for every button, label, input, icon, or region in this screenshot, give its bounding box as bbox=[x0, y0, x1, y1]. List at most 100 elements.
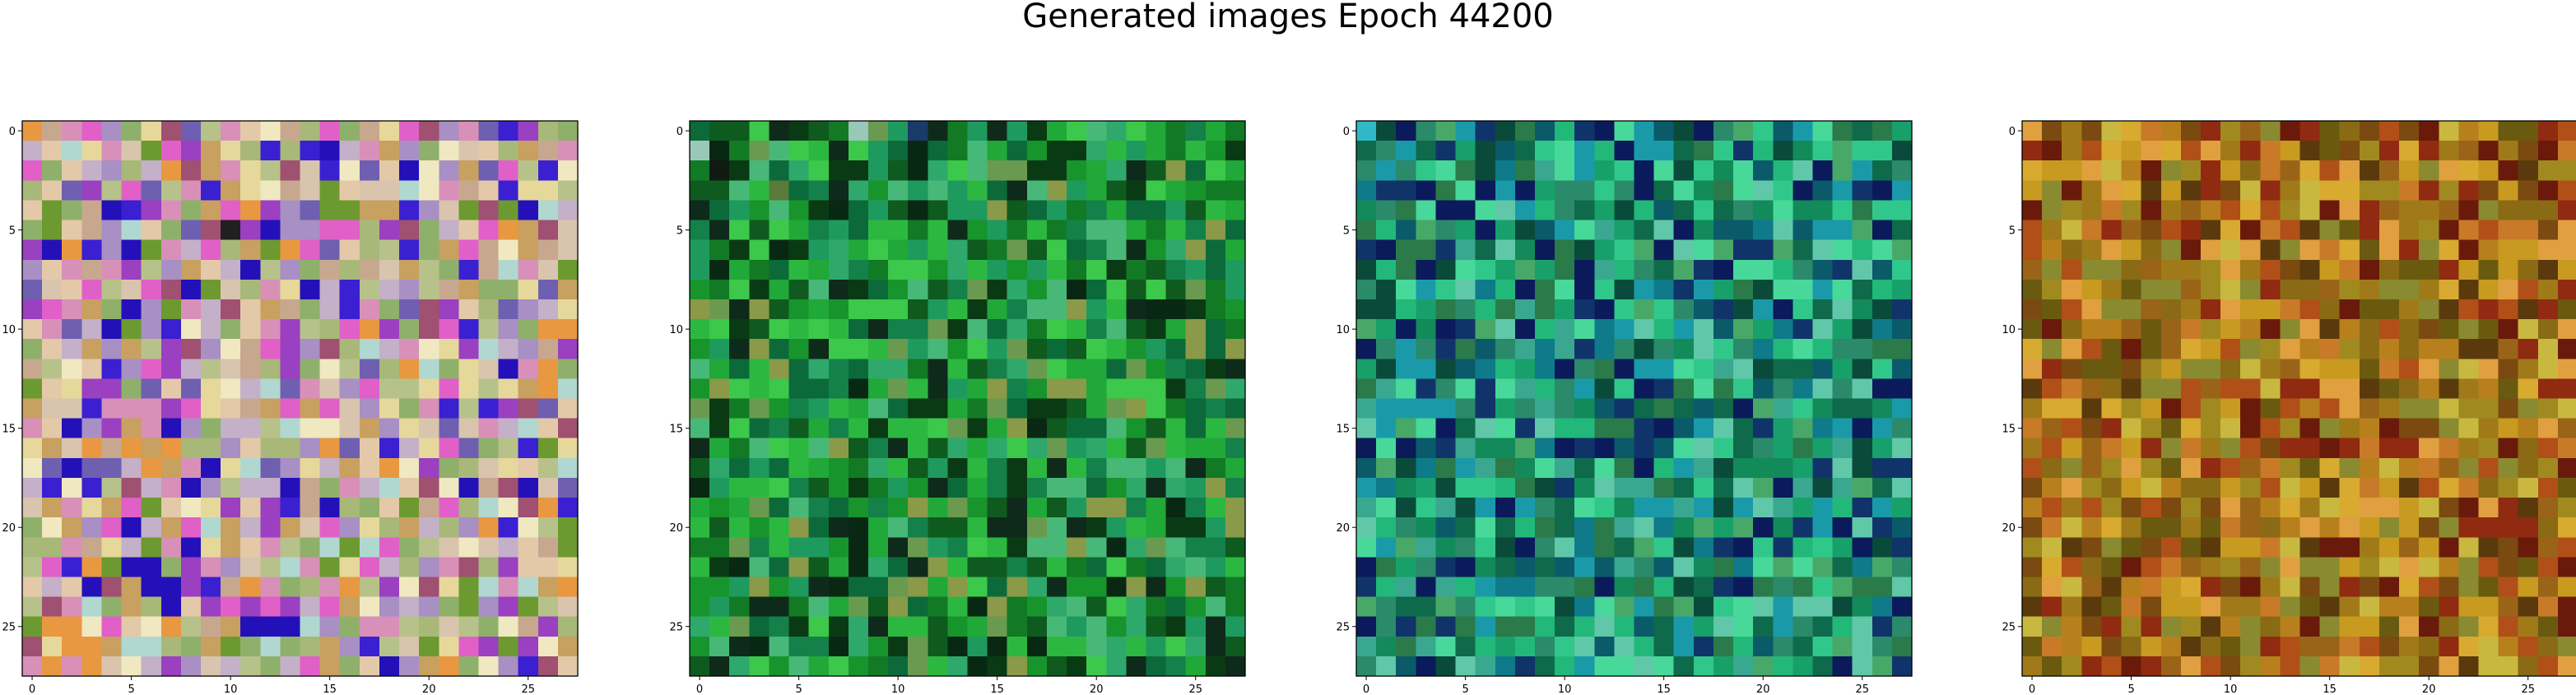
pixel-cell bbox=[240, 656, 261, 677]
pixel-cell bbox=[2260, 398, 2281, 419]
pixel-cell bbox=[908, 438, 928, 459]
pixel-cell bbox=[2458, 141, 2480, 161]
pixel-cell bbox=[478, 220, 500, 241]
pixel-cell bbox=[1185, 359, 1207, 379]
pixel-cell bbox=[160, 200, 182, 221]
pixel-cell bbox=[1673, 398, 1695, 419]
pixel-cell bbox=[2180, 656, 2202, 677]
pixel-cell bbox=[1753, 477, 1774, 498]
pixel-cell bbox=[1225, 378, 1246, 400]
pixel-cell bbox=[557, 378, 579, 400]
pixel-cell bbox=[1007, 537, 1028, 558]
pixel-cell bbox=[1455, 457, 1476, 479]
pixel-cell bbox=[240, 200, 261, 221]
pixel-cell bbox=[1713, 398, 1734, 419]
pixel-cell bbox=[888, 141, 909, 161]
pixel-cell bbox=[2022, 517, 2043, 538]
pixel-cell bbox=[1007, 457, 1028, 479]
pixel-cell bbox=[1396, 220, 1416, 241]
pixel-cell bbox=[1534, 398, 1555, 419]
pixel-cell bbox=[2121, 498, 2142, 518]
pixel-cell bbox=[399, 121, 420, 141]
pixel-cell bbox=[1185, 239, 1207, 261]
pixel-cell bbox=[2022, 636, 2043, 657]
pixel-cell bbox=[1165, 279, 1187, 300]
pixel-cell bbox=[788, 636, 810, 657]
pixel-cell bbox=[1396, 339, 1416, 359]
pixel-cell bbox=[2200, 160, 2221, 181]
pixel-cell bbox=[690, 457, 710, 479]
pixel-cell bbox=[1356, 220, 1377, 241]
pixel-cell bbox=[1555, 220, 1575, 241]
pixel-cell bbox=[1205, 378, 1226, 400]
pixel-cell bbox=[498, 121, 519, 141]
pixel-cell bbox=[1733, 141, 1754, 161]
pixel-cell bbox=[498, 517, 519, 538]
pixel-cell bbox=[200, 517, 221, 538]
pixel-cell bbox=[260, 477, 281, 498]
pixel-cell bbox=[2200, 180, 2221, 202]
pixel-cell bbox=[2200, 339, 2221, 359]
pixel-cell bbox=[1555, 596, 1575, 618]
pixel-cell bbox=[1852, 596, 1873, 618]
pixel-cell bbox=[200, 557, 221, 578]
pixel-cell bbox=[2200, 141, 2221, 161]
pixel-cell bbox=[749, 141, 770, 161]
y-tick-label: 0 bbox=[1343, 126, 1350, 138]
pixel-cell bbox=[121, 596, 142, 618]
pixel-cell bbox=[729, 557, 750, 578]
pixel-cell bbox=[439, 319, 459, 340]
pixel-cell bbox=[2537, 378, 2559, 400]
pixel-cell bbox=[2042, 378, 2062, 400]
pixel-cell bbox=[1475, 636, 1496, 657]
pixel-cell bbox=[967, 239, 988, 261]
pixel-cell bbox=[2419, 121, 2439, 141]
pixel-cell bbox=[848, 577, 869, 598]
pixel-cell bbox=[690, 477, 710, 498]
pixel-cell bbox=[1555, 180, 1575, 202]
pixel-cell bbox=[1146, 239, 1167, 261]
pixel-cell bbox=[2339, 636, 2360, 657]
pixel-cell bbox=[1852, 517, 1873, 538]
pixel-cell bbox=[1793, 477, 1814, 498]
pixel-cell bbox=[399, 498, 420, 518]
pixel-cell bbox=[221, 359, 241, 379]
pixel-cell bbox=[928, 121, 948, 141]
pixel-cell bbox=[1594, 339, 1615, 359]
pixel-cell bbox=[2280, 160, 2301, 181]
pixel-cell bbox=[848, 220, 869, 241]
pixel-cell bbox=[2339, 577, 2360, 598]
pixel-cell bbox=[947, 200, 969, 221]
y-tick-label: 0 bbox=[2009, 126, 2016, 138]
pixel-cell bbox=[260, 220, 281, 241]
pixel-cell bbox=[1514, 656, 1536, 677]
pixel-cell bbox=[2359, 220, 2380, 241]
pixel-cell bbox=[1435, 596, 1457, 618]
pixel-cell bbox=[2101, 457, 2123, 479]
pixel-cell bbox=[2378, 517, 2400, 538]
pixel-cell bbox=[2557, 537, 2576, 558]
pixel-cell bbox=[359, 141, 380, 161]
pixel-cell bbox=[101, 279, 123, 300]
pixel-cell bbox=[749, 279, 770, 300]
pixel-cell bbox=[867, 438, 889, 459]
pixel-cell bbox=[1793, 557, 1814, 578]
pixel-cell bbox=[141, 577, 162, 598]
y-tick-label: 5 bbox=[1343, 225, 1350, 238]
pixel-cell bbox=[1574, 121, 1595, 141]
pixel-cell bbox=[1146, 457, 1167, 479]
pixel-cell bbox=[2359, 259, 2380, 280]
pixel-cell bbox=[1165, 418, 1187, 439]
pixel-cell bbox=[1046, 121, 1067, 141]
pixel-cell bbox=[2280, 299, 2301, 320]
pixel-cell bbox=[1653, 577, 1675, 598]
pixel-cell bbox=[1106, 498, 1127, 518]
pixel-cell bbox=[319, 477, 341, 498]
pixel-cell bbox=[221, 557, 241, 578]
pixel-cell bbox=[1614, 596, 1635, 618]
pixel-cell bbox=[2299, 200, 2321, 221]
pixel-cell bbox=[1812, 537, 1834, 558]
pixel-cell bbox=[1891, 378, 1913, 400]
pixel-cell bbox=[2121, 557, 2142, 578]
pixel-cell bbox=[690, 299, 710, 320]
